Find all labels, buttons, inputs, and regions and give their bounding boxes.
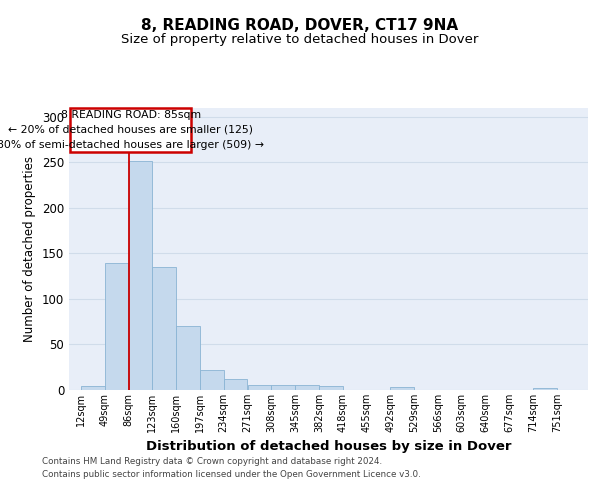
Bar	[128, 162, 152, 390]
Bar	[81, 386, 104, 390]
Bar	[105, 264, 128, 390]
Bar	[224, 379, 247, 390]
Bar	[248, 386, 271, 390]
Bar	[319, 386, 343, 390]
Bar	[152, 267, 176, 390]
Text: Contains public sector information licensed under the Open Government Licence v3: Contains public sector information licen…	[42, 470, 421, 479]
Bar	[295, 386, 319, 390]
Text: Contains HM Land Registry data © Crown copyright and database right 2024.: Contains HM Land Registry data © Crown c…	[42, 458, 382, 466]
Y-axis label: Number of detached properties: Number of detached properties	[23, 156, 37, 342]
Text: 8, READING ROAD, DOVER, CT17 9NA: 8, READING ROAD, DOVER, CT17 9NA	[142, 18, 458, 32]
X-axis label: Distribution of detached houses by size in Dover: Distribution of detached houses by size …	[146, 440, 511, 454]
Bar	[533, 388, 557, 390]
Text: 8 READING ROAD: 85sqm
← 20% of detached houses are smaller (125)
80% of semi-det: 8 READING ROAD: 85sqm ← 20% of detached …	[0, 110, 264, 150]
Bar	[200, 370, 224, 390]
Bar	[70, 108, 191, 152]
Bar	[176, 326, 200, 390]
Bar	[271, 384, 295, 390]
Text: Size of property relative to detached houses in Dover: Size of property relative to detached ho…	[121, 32, 479, 46]
Bar	[391, 388, 414, 390]
